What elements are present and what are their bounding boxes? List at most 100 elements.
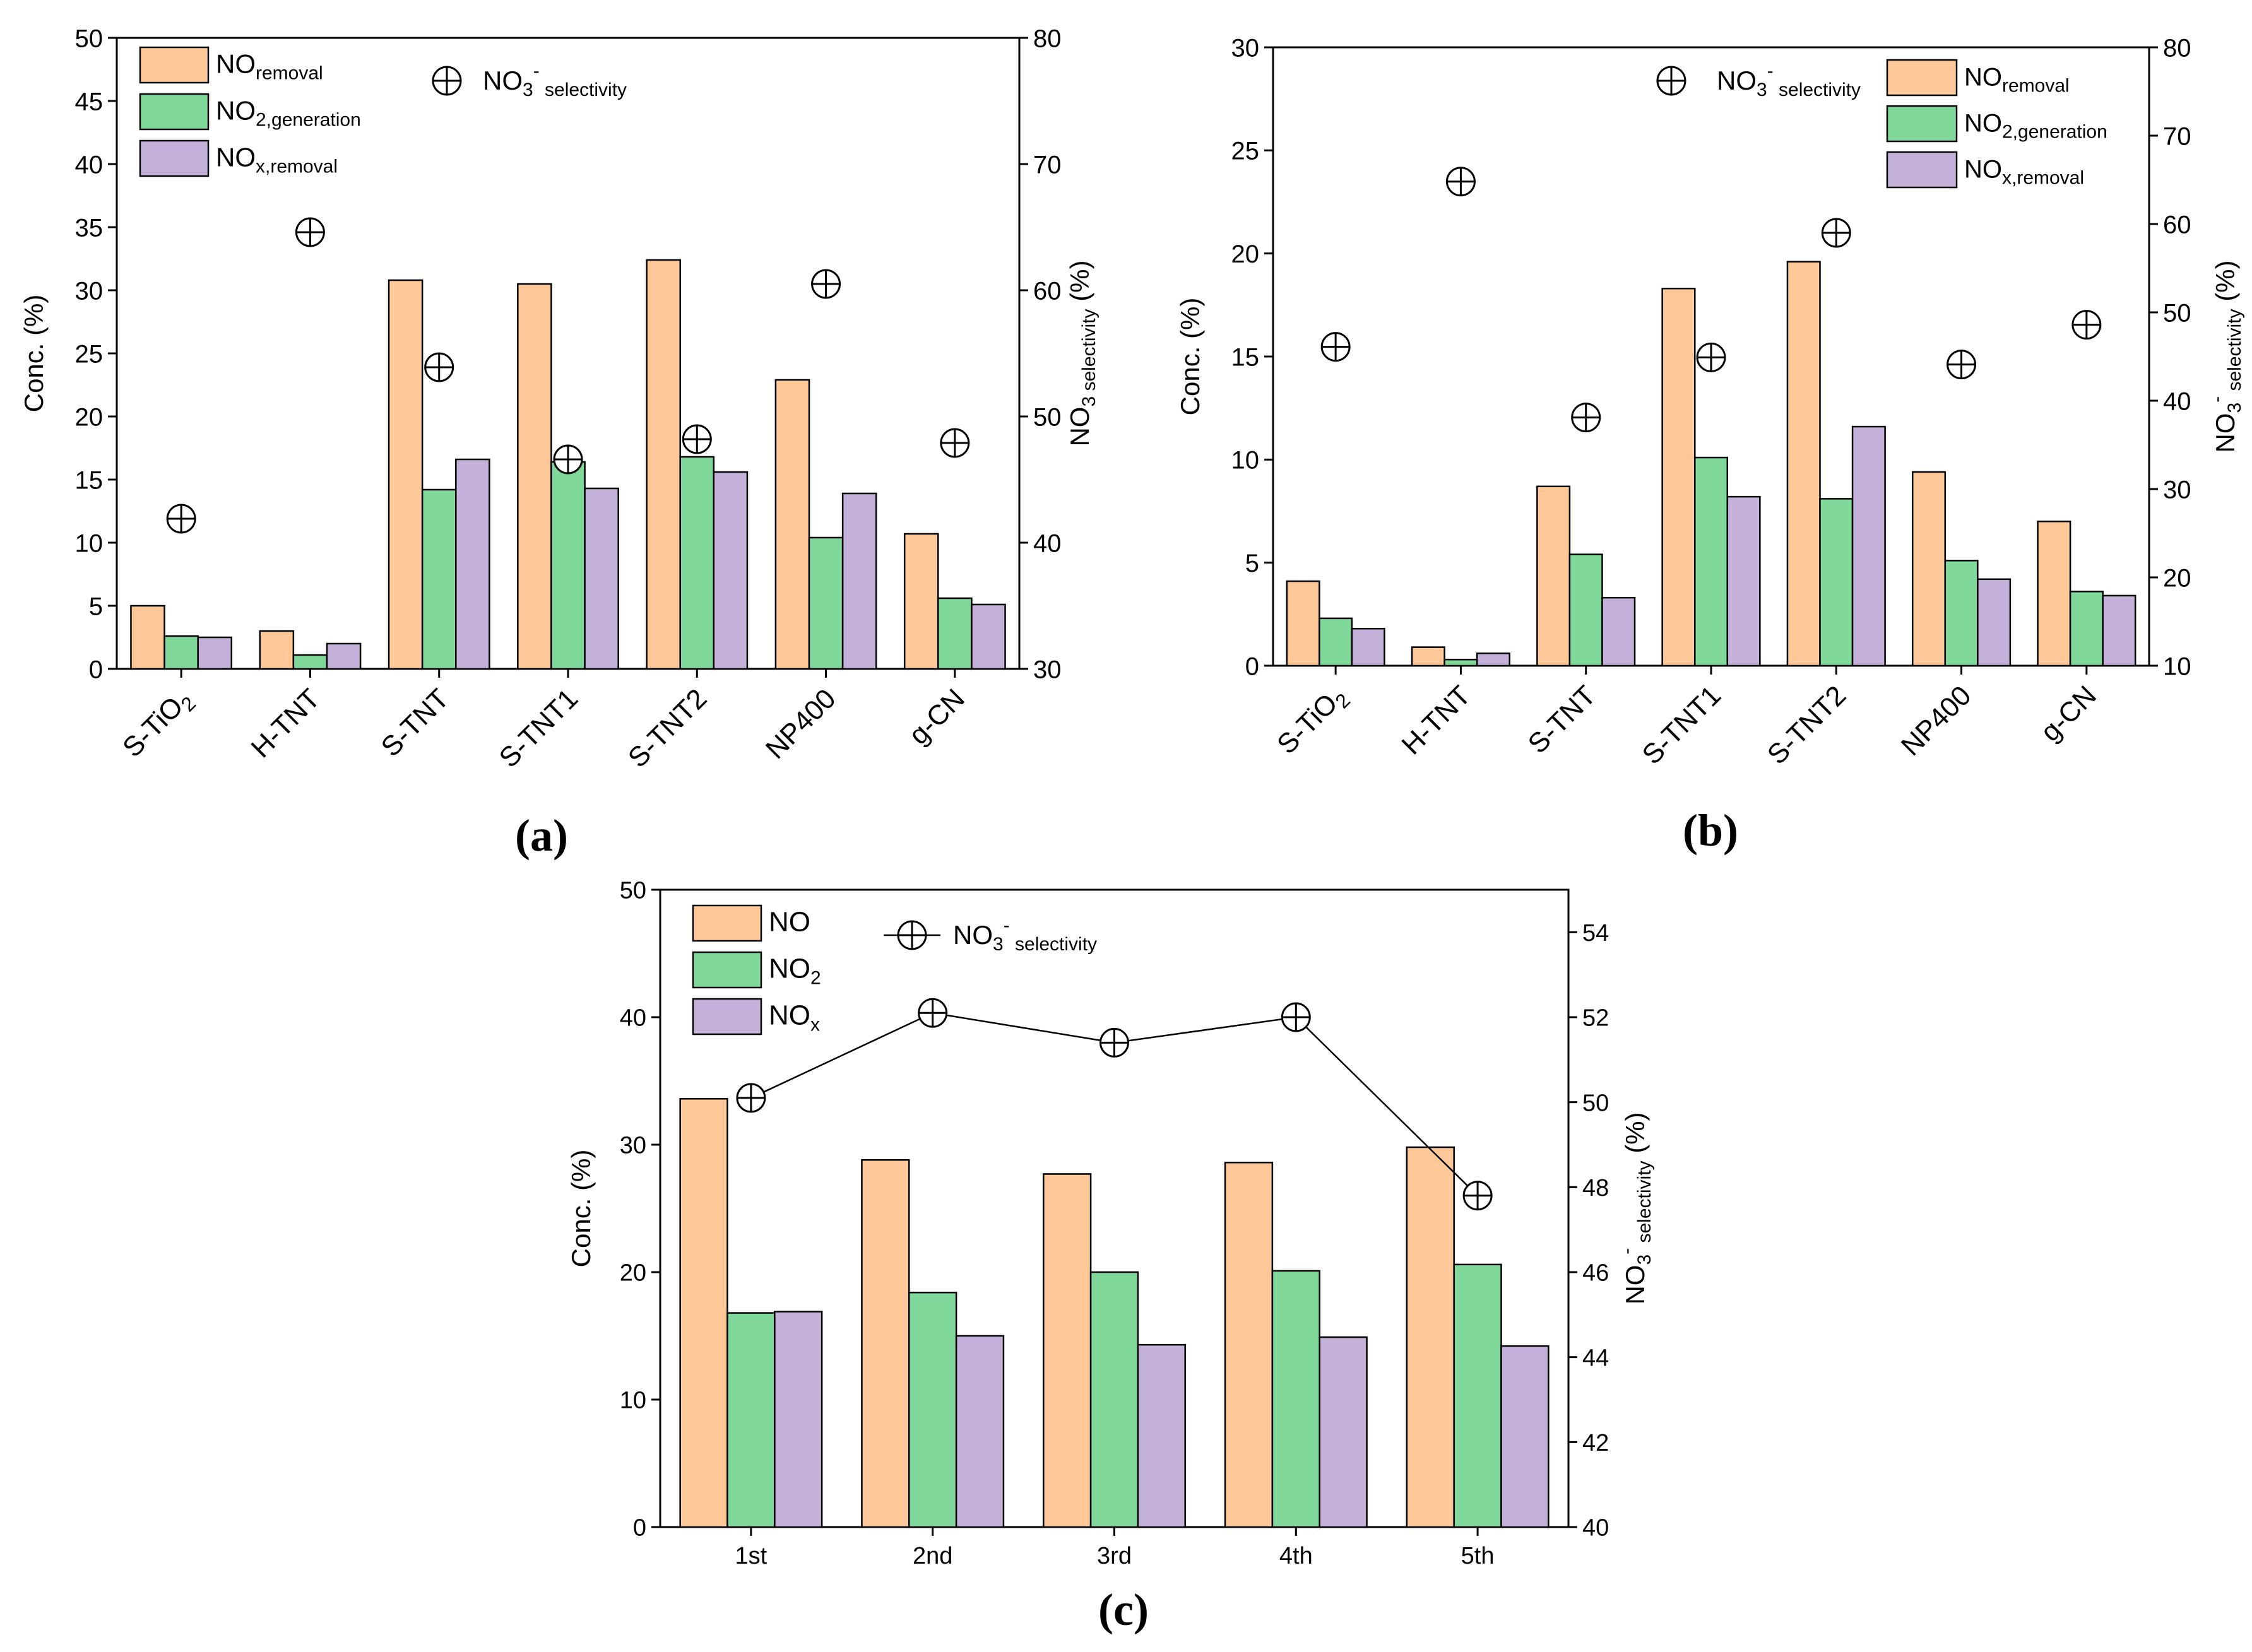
bar-no-removal	[130, 605, 165, 670]
legend-label: NO	[769, 906, 810, 937]
legend-swatch	[692, 998, 762, 1035]
bar-no-x	[1137, 1343, 1186, 1528]
bar-no-x	[1500, 1345, 1550, 1528]
bar-no-x	[774, 1311, 823, 1528]
y-tick-label: 0	[1245, 652, 1259, 680]
bar-no-2generation	[1944, 560, 1979, 667]
bar-no-removal	[259, 630, 295, 670]
bar-no-2generation	[163, 635, 199, 670]
bar-no-xremoval	[841, 492, 877, 670]
bar-no-removal	[1911, 471, 1947, 667]
selectivity-point	[682, 424, 712, 454]
selectivity-point	[1099, 1027, 1129, 1058]
bar-no-xremoval	[713, 471, 749, 670]
y2-tick-label: 40	[1582, 1515, 1609, 1542]
selectivity-point	[1821, 218, 1851, 248]
y2-tick-label: 48	[1582, 1175, 1609, 1201]
bar-no-2	[726, 1312, 776, 1528]
selectivity-point	[553, 444, 583, 475]
bar-no-removal	[1286, 580, 1320, 667]
bar-no-2generation	[2069, 591, 2104, 667]
legend-selectivity-label: NO3- selectivity	[953, 915, 1097, 955]
y2-tick-label: 54	[1582, 920, 1609, 947]
y-tick-label: 40	[75, 151, 104, 179]
selectivity-point	[1281, 1002, 1311, 1032]
legend-label: NOx,removal	[216, 142, 338, 177]
x-tick-label: S-TiO2	[1271, 680, 1354, 763]
x-tick-label: S-TNT	[376, 683, 455, 762]
bar-no-xremoval	[455, 458, 490, 670]
legend-label: NO2,generation	[1964, 109, 2107, 142]
bar-no-2generation	[1568, 553, 1603, 667]
x-tick-label: NP400	[1895, 680, 1977, 762]
chart-panel-b: 0 5 10 15 20 25 30 10 20 30 40 50 60 70 80 S-TiO2 H-TNT S…	[1175, 34, 2245, 856]
bar-no-removal	[903, 533, 939, 670]
bar-no-removal	[1786, 261, 1821, 667]
x-tick-label: g-CN	[2035, 680, 2102, 747]
bar-no-xremoval	[1977, 578, 2012, 667]
selectivity-point	[1445, 167, 1476, 197]
y-tick-label: 5	[1245, 550, 1259, 577]
y2-tick-label: 10	[2163, 652, 2191, 680]
legend-swatch	[1886, 151, 1958, 189]
y-tick-label: 20	[620, 1260, 646, 1287]
y-tick-label: 25	[75, 340, 104, 368]
bar-no-2generation	[1819, 498, 1854, 667]
y2-tick-label: 42	[1582, 1430, 1609, 1456]
bar-no-xremoval	[971, 603, 1006, 670]
legend-swatch	[692, 904, 762, 942]
bar-no-2generation	[421, 488, 457, 670]
y2-tick-label: 50	[1033, 403, 1062, 431]
y2-axis-label: NO3- selectivity (%)	[2207, 260, 2245, 452]
x-tick-label: g-CN	[903, 683, 971, 750]
x-tick-label: S-TNT1	[494, 683, 584, 774]
y-tick-label: 50	[620, 878, 646, 904]
bar-no	[1043, 1173, 1092, 1528]
legend-selectivity-marker	[432, 66, 462, 96]
x-tick-label: S-TNT1	[1637, 680, 1728, 770]
y-tick-label: 40	[620, 1005, 646, 1032]
x-tick-label: 3rd	[1097, 1543, 1132, 1569]
bar-no-removal	[1661, 287, 1696, 667]
y2-tick-label: 46	[1582, 1260, 1609, 1287]
selectivity-point	[1462, 1181, 1493, 1211]
y2-axis-label: NO3- selectivity (%)	[1616, 1112, 1655, 1304]
y2-tick-label: 80	[2163, 34, 2191, 62]
x-tick-label: 1st	[735, 1543, 767, 1569]
selectivity-line-segment	[1114, 1016, 1296, 1044]
legend-selectivity-label: NO3- selectivity	[483, 61, 627, 100]
x-tick-label: S-TiO2	[117, 683, 200, 766]
y-axis-label: Conc. (%)	[19, 295, 49, 413]
selectivity-line-segment	[1295, 1017, 1478, 1196]
bar-no-removal	[1411, 646, 1445, 667]
selectivity-point	[1571, 403, 1601, 433]
x-tick-label: 2nd	[913, 1543, 952, 1569]
bar-no-xremoval	[326, 642, 362, 670]
bar-no-removal	[517, 283, 552, 670]
y-tick-label: 30	[75, 277, 104, 305]
bar-no-xremoval	[1851, 425, 1886, 667]
y-tick-label: 20	[1231, 240, 1260, 268]
y2-tick-label: 30	[1033, 656, 1062, 683]
x-tick-label: 4th	[1279, 1543, 1313, 1569]
y-axis-label: Conc. (%)	[1175, 298, 1205, 416]
legend-swatch	[139, 139, 210, 177]
y-tick-label: 5	[89, 593, 103, 620]
bar-no-2generation	[292, 654, 328, 670]
legend-swatch	[139, 93, 210, 131]
bar-no-2generation	[550, 461, 586, 670]
bar-no-2	[1089, 1271, 1139, 1528]
selectivity-point	[424, 352, 454, 382]
bar-no	[1224, 1162, 1274, 1528]
x-tick-label: H-TNT	[246, 683, 326, 764]
legend-selectivity-marker	[884, 920, 940, 950]
legend-swatch	[139, 46, 210, 84]
selectivity-line-segment	[932, 1012, 1115, 1044]
selectivity-point	[1696, 342, 1726, 372]
bar-no-xremoval	[1601, 596, 1636, 667]
legend-label: NOx	[769, 1000, 820, 1035]
bar-no-2generation	[937, 597, 973, 670]
legend-label: NOremoval	[1964, 63, 2070, 96]
y-axis-label: Conc. (%)	[566, 1150, 596, 1268]
x-tick-label: H-TNT	[1396, 680, 1477, 760]
